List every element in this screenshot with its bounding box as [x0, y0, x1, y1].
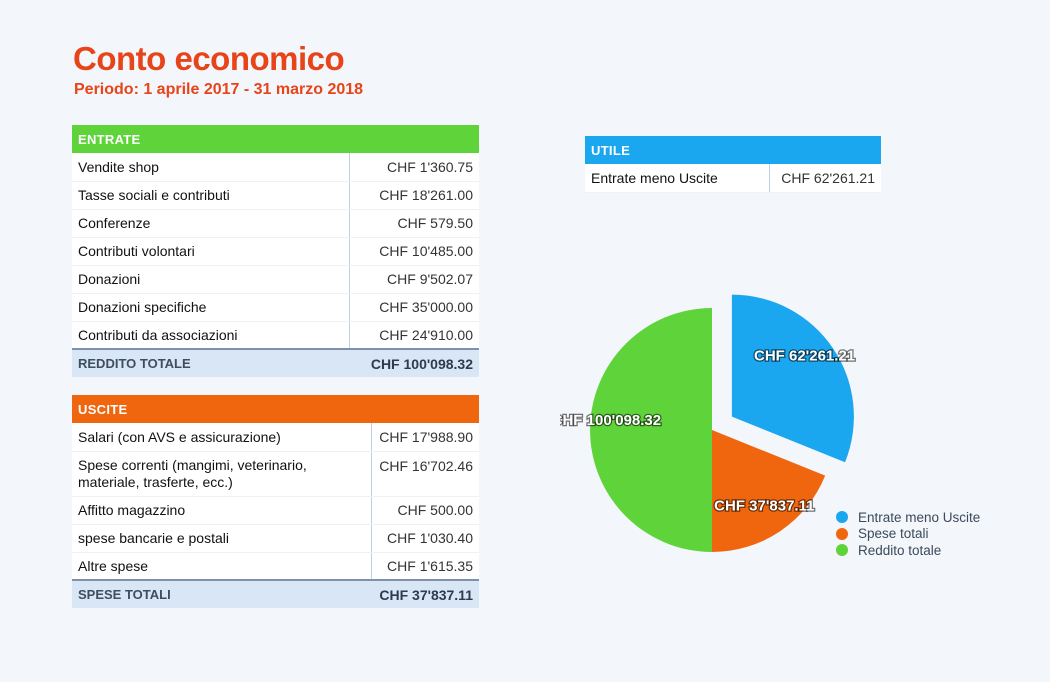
table-row: Contributi da associazioni CHF 24'910.00: [72, 321, 479, 350]
slice-label: CHF 62'261.21: [754, 347, 855, 364]
legend-label: Entrate meno Uscite: [858, 509, 981, 525]
table-row: Salari (con AVS e assicurazione) CHF 17'9…: [72, 423, 479, 452]
table-row: Vendite shop CHF 1'360.75: [72, 153, 479, 182]
row-value: CHF 1'360.75: [348, 153, 479, 182]
entrate-table: ENTRATE Vendite shop CHF 1'360.75 Tasse s…: [72, 125, 479, 377]
row-value: CHF 10'485.00: [348, 237, 479, 266]
slice-label: CHF 37'837.11: [714, 498, 814, 515]
row-label: Affitto magazzino: [72, 496, 371, 525]
table-row: Tasse sociali e contributi CHF 18'261.00: [72, 181, 479, 210]
legend-label: Reddito totale: [858, 542, 942, 558]
total-label: REDDITO TOTALE: [72, 348, 349, 377]
total-row: REDDITO TOTALE CHF 100'098.32: [72, 348, 479, 377]
total-row: SPESE TOTALI CHF 37'837.11: [72, 579, 479, 608]
legend-item: Spese totali: [836, 526, 980, 543]
total-label: SPESE TOTALI: [72, 579, 371, 608]
utile-table: UTILE Entrate meno Uscite CHF 62'261.21: [585, 136, 881, 193]
legend-label: Spese totali: [858, 526, 929, 542]
row-label: Salari (con AVS e assicurazione): [72, 423, 371, 452]
legend-item: Entrate meno Uscite: [836, 509, 980, 526]
table-row: Contributi volontari CHF 10'485.00: [72, 237, 479, 266]
table-row: Altre spese CHF 1'615.35: [72, 552, 479, 581]
chart-legend: Entrate meno Uscite Spese totali Reddito t…: [836, 509, 980, 559]
table-row: spese bancarie e postali CHF 1'030.40: [72, 524, 479, 553]
pie-chart: CHF 62'261.21 CHF 37'837.11 CHF 100'098.32: [560, 294, 856, 552]
table-row: Entrate meno Uscite CHF 62'261.21: [585, 164, 881, 193]
table-row: Affitto magazzino CHF 500.00: [72, 496, 479, 525]
legend-item: Reddito totale: [836, 542, 980, 559]
row-label: Tasse sociali e contributi: [72, 181, 349, 210]
utile-header: UTILE: [585, 136, 881, 164]
row-value: CHF 24'910.00: [348, 321, 479, 350]
row-value: CHF 500.00: [370, 496, 479, 525]
row-label: Contributi da associazioni: [72, 321, 349, 350]
pie-slice: [712, 430, 826, 552]
row-value: CHF 35'000.00: [348, 293, 479, 322]
page-subtitle: Periodo: 1 aprile 2017 - 31 marzo 2018: [74, 81, 364, 98]
row-label: Donazioni specifiche: [72, 293, 349, 322]
total-value: CHF 37'837.11: [371, 579, 479, 608]
total-value: CHF 100'098.32: [349, 348, 479, 377]
legend-swatch: [836, 527, 848, 540]
row-value: CHF 62'261.21: [768, 164, 881, 193]
row-value: CHF 579.50: [348, 209, 479, 238]
row-label: Donazioni: [72, 265, 349, 294]
row-label: Conferenze: [72, 209, 349, 238]
row-label: Entrate meno Uscite: [585, 164, 769, 193]
row-value: CHF 18'261.00: [348, 181, 479, 210]
uscite-table: USCITE Salari (con AVS e assicurazione) C…: [72, 395, 479, 608]
pie-slice: [590, 308, 712, 552]
legend-swatch: [836, 511, 848, 524]
table-row: Spese correnti (mangimi, veterinario, ma…: [72, 451, 479, 497]
table-row: Donazioni CHF 9'502.07: [72, 265, 479, 294]
row-value: CHF 17'988.90: [370, 423, 479, 452]
row-label: Spese correnti (mangimi, veterinario, ma…: [72, 451, 371, 497]
table-row: Donazioni specifiche CHF 35'000.00: [72, 293, 479, 322]
row-label: Contributi volontari: [72, 237, 349, 266]
page-title: Conto economico: [73, 40, 345, 77]
row-label: Altre spese: [72, 552, 371, 581]
row-label: Vendite shop: [72, 153, 349, 182]
row-label: spese bancarie e postali: [72, 524, 371, 553]
table-row: Conferenze CHF 579.50: [72, 209, 479, 238]
uscite-header: USCITE: [72, 395, 479, 423]
row-value: CHF 1'030.40: [370, 524, 479, 553]
slice-label: CHF 100'098.32: [560, 412, 661, 429]
row-value: CHF 16'702.46: [370, 451, 479, 497]
row-value: CHF 1'615.35: [370, 552, 479, 581]
row-value: CHF 9'502.07: [348, 265, 479, 294]
pie-slice: [731, 294, 854, 463]
entrate-header: ENTRATE: [72, 125, 479, 153]
legend-swatch: [836, 544, 848, 557]
